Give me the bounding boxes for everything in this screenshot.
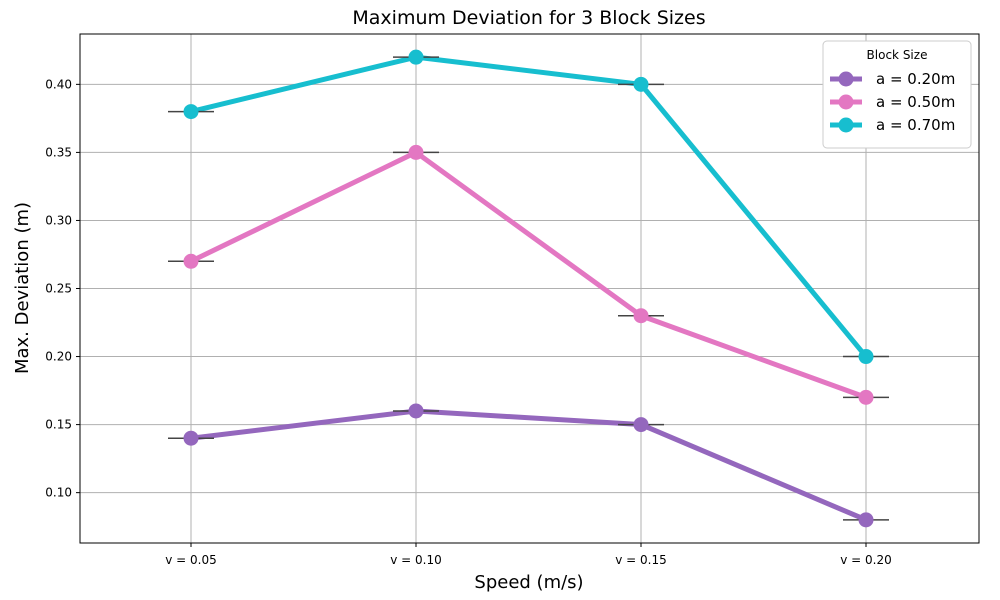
legend-box [822, 40, 972, 149]
data-point [858, 349, 874, 365]
series-layer [168, 49, 889, 528]
legend-item: a = 0.50m [830, 93, 955, 111]
data-point [633, 417, 649, 433]
chart-title: Maximum Deviation for 3 Block Sizes [352, 7, 705, 29]
legend-item: a = 0.20m [830, 70, 955, 88]
series-0 [168, 403, 889, 528]
data-point [408, 403, 424, 419]
data-point [858, 389, 874, 405]
y-axis-label: Max. Deviation (m) [12, 202, 33, 374]
legend-marker [838, 94, 854, 110]
data-point [183, 253, 199, 269]
data-point [633, 308, 649, 324]
legend-marker [838, 117, 854, 133]
x-axis-ticks: v = 0.05 v = 0.10 v = 0.15 v = 0.20 [165, 543, 892, 567]
y-tick-label: 0.30 [45, 213, 72, 227]
legend-marker [838, 71, 854, 87]
data-point [633, 76, 649, 92]
y-tick-label: 0.10 [45, 486, 72, 500]
y-tick-label: 0.40 [45, 77, 72, 91]
series-2 [168, 49, 889, 365]
y-tick-label: 0.20 [45, 350, 72, 364]
x-tick-label: v = 0.10 [390, 553, 442, 567]
legend-label: a = 0.50m [876, 93, 955, 111]
legend-title: Block Size [867, 48, 928, 62]
legend-label: a = 0.70m [876, 116, 955, 134]
x-tick-label: v = 0.05 [165, 553, 217, 567]
series-line [188, 54, 869, 360]
legend-item: a = 0.70m [830, 116, 955, 134]
data-point [183, 430, 199, 446]
data-point [183, 104, 199, 120]
series-1 [168, 144, 889, 405]
data-point [408, 144, 424, 160]
legend: Block Size a = 0.20m a = 0.50m a = 0.70m [822, 40, 972, 149]
series-line [188, 408, 869, 523]
plot-frame [79, 33, 980, 544]
series-line [188, 149, 869, 400]
y-tick-label: 0.15 [45, 418, 72, 432]
x-tick-label: v = 0.20 [840, 553, 892, 567]
y-axis-ticks: 0.10 0.15 0.20 0.25 0.30 0.35 0.40 [45, 77, 80, 500]
x-axis-label: Speed (m/s) [474, 572, 583, 593]
legend-items: a = 0.20m a = 0.50m a = 0.70m [830, 70, 955, 134]
data-point [408, 49, 424, 65]
legend-label: a = 0.20m [876, 70, 955, 88]
y-tick-label: 0.35 [45, 145, 72, 159]
data-point [858, 512, 874, 528]
y-tick-label: 0.25 [45, 282, 72, 296]
x-tick-label: v = 0.15 [615, 553, 667, 567]
